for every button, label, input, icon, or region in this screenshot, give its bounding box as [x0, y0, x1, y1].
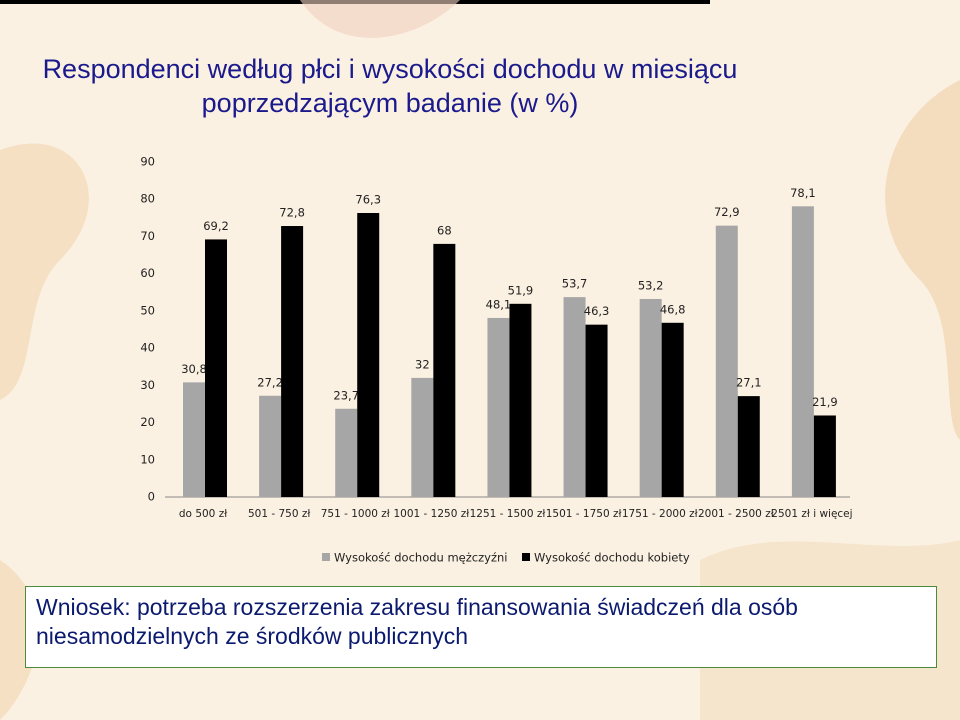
data-label: 69,2 — [203, 219, 229, 233]
bar — [259, 395, 282, 497]
data-label: 48,1 — [486, 297, 512, 311]
data-label: 72,8 — [279, 206, 305, 220]
data-label: 68 — [437, 223, 452, 237]
data-label: 30,8 — [181, 362, 207, 376]
legend-swatch — [522, 553, 530, 561]
data-label: 46,8 — [660, 302, 686, 316]
data-label: 78,1 — [790, 186, 816, 200]
bar — [585, 324, 608, 497]
bar — [563, 297, 586, 497]
y-tick-label: 90 — [140, 155, 155, 169]
x-tick-label: 751 - 1000 zł — [321, 508, 390, 520]
data-label: 51,9 — [508, 283, 534, 297]
bar — [639, 298, 662, 497]
x-tick-label: do 500 zł — [179, 508, 227, 520]
y-tick-label: 50 — [140, 303, 155, 317]
conclusion: Wniosek: potrzeba rozszerzenia zakresu f… — [25, 586, 937, 668]
data-label: 46,3 — [584, 304, 610, 318]
legend-label: Wysokość dochodu kobiety — [534, 551, 690, 565]
bar — [335, 408, 358, 497]
y-tick-label: 40 — [140, 341, 155, 355]
legend-swatch — [322, 553, 330, 561]
bar — [813, 415, 836, 497]
bar — [357, 212, 380, 497]
y-tick-label: 80 — [140, 192, 155, 206]
x-tick-label: 1001 - 1250 zł — [394, 508, 470, 520]
bar — [661, 322, 684, 497]
data-label: 27,1 — [736, 376, 762, 390]
y-tick-label: 70 — [140, 229, 155, 243]
bar — [281, 226, 304, 497]
data-label: 23,7 — [333, 388, 359, 402]
y-tick-label: 0 — [148, 490, 155, 504]
bar — [509, 303, 532, 497]
x-tick-label: 1251 - 1500 zł — [470, 508, 546, 520]
bar — [737, 396, 760, 497]
data-label: 27,2 — [257, 375, 283, 389]
y-tick-label: 30 — [140, 378, 155, 392]
data-label: 32 — [415, 357, 430, 371]
y-tick-label: 10 — [140, 452, 155, 466]
bar — [433, 243, 456, 497]
data-label: 72,9 — [714, 205, 740, 219]
data-label: 53,2 — [638, 278, 664, 292]
data-label: 76,3 — [355, 192, 381, 206]
x-tick-label: 1751 - 2000 zł — [622, 508, 698, 520]
bar — [411, 377, 434, 497]
x-tick-label: 2001 - 2500 zł — [698, 508, 774, 520]
x-tick-label: 501 - 750 zł — [248, 508, 310, 520]
data-label: 53,7 — [562, 277, 588, 291]
bar — [487, 317, 510, 497]
bar — [205, 239, 227, 497]
y-tick-label: 60 — [140, 266, 155, 280]
x-tick-label: 2501 zł i więcej — [771, 508, 852, 520]
slide-title: Respondenci według płci i wysokości doch… — [42, 54, 738, 118]
bar — [791, 206, 814, 498]
y-tick-label: 20 — [140, 415, 155, 429]
data-label: 21,9 — [812, 395, 838, 409]
legend-label: Wysokość dochodu mężczyźni — [334, 551, 507, 565]
bar — [715, 225, 738, 497]
x-tick-label: 1501 - 1750 zł — [546, 508, 622, 520]
bar — [183, 382, 205, 497]
